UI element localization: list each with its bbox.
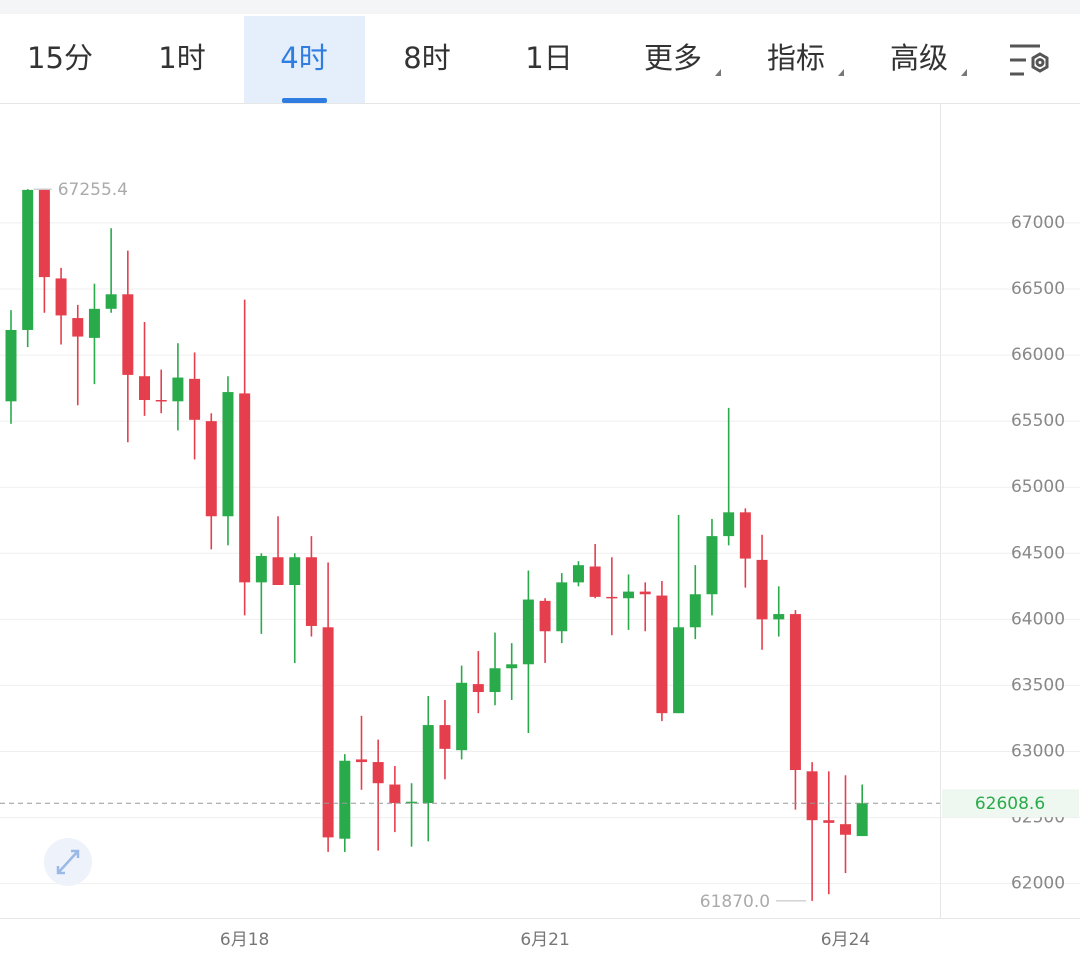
candle-body [789, 614, 801, 770]
candle-body [739, 512, 751, 559]
tab[interactable]: 8时 [403, 41, 450, 75]
y-tick-label: 62000 [1011, 874, 1065, 894]
candle-body [155, 400, 167, 402]
candle-body [305, 557, 317, 626]
y-tick-label: 65500 [1011, 411, 1065, 431]
candle-body [289, 557, 301, 585]
candle-body [656, 595, 668, 714]
candle-body [122, 294, 134, 375]
candle-body [472, 684, 484, 693]
y-tick-label: 67000 [1011, 213, 1065, 233]
candle-body [522, 599, 534, 665]
candle-body [756, 559, 768, 620]
toolbar: 15分 1时 4时 8时 1日 更多 指标 高级 [27, 16, 967, 103]
candle-body [422, 725, 434, 804]
y-tick-label: 66500 [1011, 279, 1065, 299]
dropdown-triangle [961, 69, 967, 76]
last-price-label: 62608.6 [975, 794, 1045, 814]
candle-body [105, 294, 117, 309]
candle-body [38, 189, 50, 278]
candle-body [689, 594, 701, 628]
candle-body [639, 591, 651, 595]
candle-body [172, 377, 184, 402]
candle-body [556, 582, 568, 632]
y-tick-label: 64000 [1011, 609, 1065, 629]
candle-body [372, 762, 384, 784]
x-tick-label: 6月21 [520, 930, 569, 950]
candle-body [72, 318, 84, 337]
candle-body [773, 614, 785, 620]
tab[interactable]: 1日 [525, 41, 572, 75]
candle-body [623, 591, 635, 599]
candle-body [406, 801, 418, 804]
y-tick-label: 64500 [1011, 543, 1065, 563]
chart: 6200062500630006350064000645006500065500… [0, 104, 1080, 950]
candle-body [806, 771, 818, 821]
candle-body [55, 278, 67, 316]
candle-body [322, 627, 334, 838]
last-price-box [942, 789, 1079, 818]
candle-body [673, 627, 685, 714]
tab[interactable]: 1时 [158, 41, 205, 75]
candle-body [823, 820, 835, 823]
candle-body [439, 725, 451, 749]
candle-body [539, 600, 551, 632]
dropdown-triangle [715, 69, 721, 76]
high-label: 67255.4 [58, 180, 128, 200]
active-tab-underline [282, 98, 327, 103]
settings-icon[interactable] [1010, 44, 1049, 76]
candle-body [572, 565, 584, 583]
candle-body [723, 512, 735, 537]
x-tick-label: 6月18 [220, 930, 269, 950]
candle-body [589, 566, 601, 597]
expand-button[interactable] [44, 838, 92, 886]
candle-body [239, 393, 251, 583]
candle-body [205, 421, 217, 517]
tab[interactable]: 指标 [767, 41, 825, 75]
candle-body [489, 668, 501, 693]
active-tab-bg [244, 16, 365, 103]
tab[interactable]: 更多 [644, 41, 702, 75]
tab[interactable]: 4时 [280, 41, 327, 75]
candle-body [222, 392, 234, 517]
y-tick-label: 66000 [1011, 345, 1065, 365]
low-label: 61870.0 [700, 892, 770, 912]
y-tick-label: 65000 [1011, 477, 1065, 497]
tab[interactable]: 15分 [27, 41, 93, 75]
tab[interactable]: 高级 [890, 41, 948, 75]
candle-body [606, 596, 618, 599]
candle-body [139, 376, 151, 400]
dropdown-triangle [838, 69, 844, 76]
candle-body [22, 189, 34, 330]
y-tick-label: 63500 [1011, 675, 1065, 695]
x-tick-label: 6月24 [821, 930, 870, 950]
candle-body [339, 760, 351, 839]
candle-body [88, 308, 100, 338]
candle-body [355, 759, 367, 763]
candle-body [5, 329, 17, 402]
top-strip [0, 0, 1080, 14]
candle-body [706, 536, 718, 595]
candle-body [272, 557, 284, 585]
candle-body [456, 682, 468, 751]
candle-body [189, 378, 201, 420]
y-tick-label: 63000 [1011, 742, 1065, 762]
candle-body [255, 555, 267, 583]
candle-body [389, 784, 401, 804]
candle-body [840, 824, 851, 835]
candle-body [856, 803, 868, 837]
candle-body [506, 664, 518, 669]
